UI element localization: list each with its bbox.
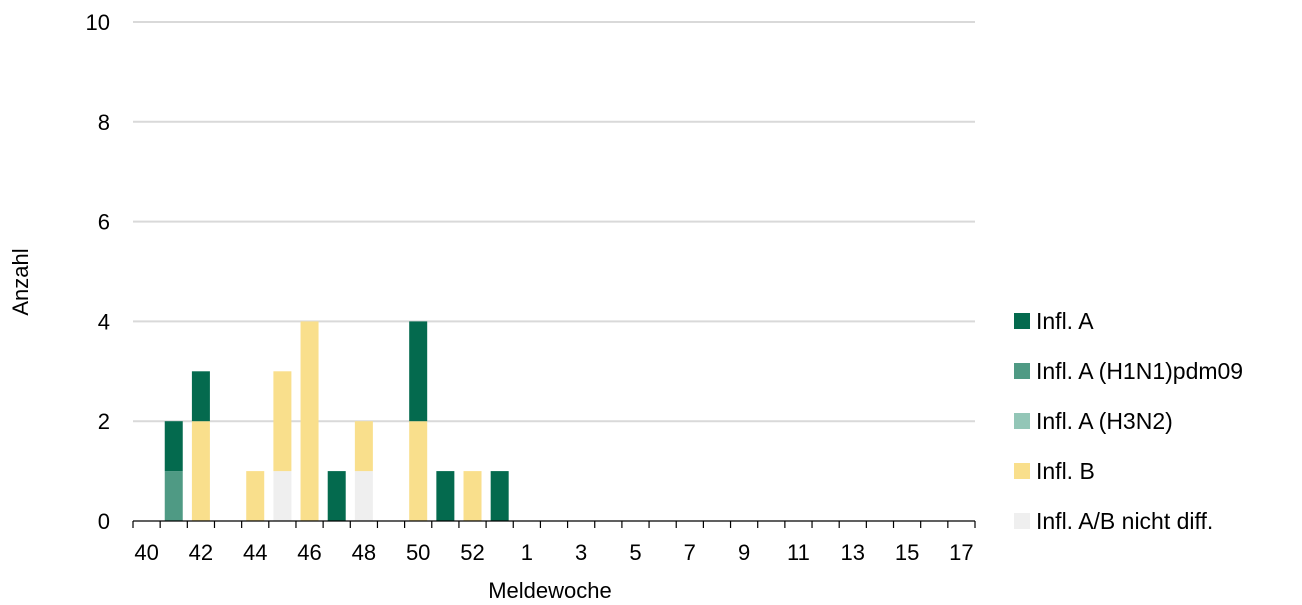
legend-swatch <box>1014 313 1030 329</box>
bar-segment <box>191 421 210 521</box>
legend-label: Infl. A/B nicht diff. <box>1036 507 1214 534</box>
bar-segment <box>354 471 373 521</box>
x-tick-label: 50 <box>406 540 430 565</box>
x-tick-label: 11 <box>787 540 810 565</box>
bars <box>164 321 509 521</box>
bar-segment <box>409 321 428 422</box>
legend-item: Infl. A (H1N1)pdm09 <box>1014 346 1243 396</box>
y-tick-label: 10 <box>86 10 110 35</box>
x-tick-label: 42 <box>189 540 213 565</box>
x-tick-label: 15 <box>895 540 919 565</box>
y-tick-label: 6 <box>98 210 110 235</box>
legend-label: Infl. A (H3N2) <box>1036 407 1173 434</box>
legend: Infl. A Infl. A (H1N1)pdm09 Infl. A (H3N2)… <box>1014 296 1243 546</box>
bar-segment <box>409 421 428 521</box>
y-tick-label: 4 <box>98 309 110 334</box>
bar-segment <box>463 471 482 521</box>
x-tick-label: 40 <box>134 540 158 565</box>
x-tick-label: 1 <box>521 540 533 565</box>
x-tick-label: 9 <box>738 540 750 565</box>
y-tick-label: 0 <box>98 509 110 534</box>
legend-label: Infl. A (H1N1)pdm09 <box>1036 357 1244 384</box>
bar-segment <box>164 471 183 521</box>
y-axis-title: Anzahl <box>8 248 33 315</box>
x-tick-label: 13 <box>841 540 865 565</box>
legend-item: Infl. A/B nicht diff. <box>1014 496 1243 546</box>
y-axis: 0 2 4 6 8 10 <box>86 10 110 534</box>
bar-segment <box>490 471 509 521</box>
bar-segment <box>164 421 183 472</box>
y-tick-label: 8 <box>98 110 110 135</box>
bar-segment <box>327 471 346 521</box>
legend-swatch <box>1014 513 1030 529</box>
bar-segment <box>354 421 373 472</box>
bar-segment <box>436 471 455 521</box>
x-axis: 40 42 44 46 48 50 52 1 3 5 7 9 11 13 15 17 <box>132 520 976 565</box>
x-tick-label: 17 <box>949 540 973 565</box>
x-tick-label: 52 <box>460 540 484 565</box>
legend-swatch <box>1014 413 1030 429</box>
gridlines <box>133 21 975 423</box>
bar-segment <box>191 371 210 422</box>
legend-swatch <box>1014 363 1030 379</box>
x-tick-label: 7 <box>684 540 696 565</box>
x-tick-label: 46 <box>297 540 321 565</box>
y-tick-label: 2 <box>98 409 110 434</box>
legend-label: Infl. A <box>1036 307 1094 334</box>
x-tick-label: 3 <box>575 540 587 565</box>
x-axis-title: Meldewoche <box>488 578 612 603</box>
legend-item: Infl. A <box>1014 296 1243 346</box>
bar-segment <box>246 471 265 521</box>
legend-label: Infl. B <box>1036 457 1095 484</box>
bar-segment <box>273 471 292 521</box>
legend-swatch <box>1014 463 1030 479</box>
legend-item: Infl. B <box>1014 446 1243 496</box>
x-tick-label: 44 <box>243 540 267 565</box>
x-tick-label: 5 <box>629 540 641 565</box>
bar-segment <box>300 321 319 521</box>
legend-item: Infl. A (H3N2) <box>1014 396 1243 446</box>
bar-segment <box>273 371 292 472</box>
x-tick-label: 48 <box>352 540 376 565</box>
